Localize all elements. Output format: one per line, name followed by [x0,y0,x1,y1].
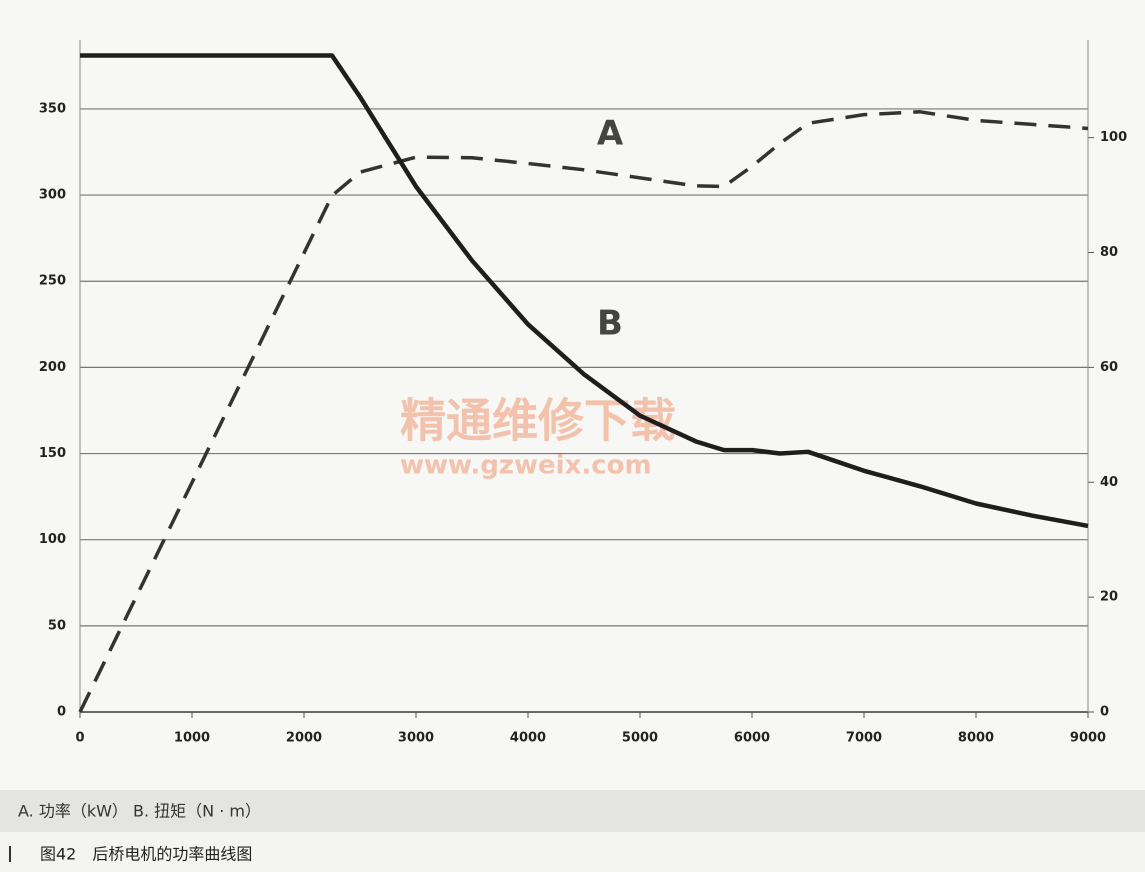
y-tick-label: 250 [39,274,66,289]
series-line [80,53,1089,529]
series-label: A [597,114,624,154]
x-tick-label: 1000 [174,731,210,746]
y-tick-label: 0 [57,705,66,720]
caption: 图42 后桥电机的功率曲线图 [40,845,252,864]
y-tick-label: 50 [48,618,66,633]
y-tick-label: 150 [39,446,66,461]
legend-text: A. 功率（kW） B. 扭矩（N · m） [18,802,261,821]
x-tick-label: 0 [75,731,84,746]
y2-tick-label: 40 [1100,475,1118,490]
x-tick-label: 7000 [846,731,882,746]
x-tick-label: 3000 [398,731,434,746]
y-tick-label: 200 [39,360,66,375]
y2-tick-label: 20 [1100,590,1118,605]
x-tick-label: 5000 [622,731,658,746]
y2-tick-label: 80 [1100,245,1118,260]
plot-background [0,0,1145,790]
y-tick-label: 350 [39,101,66,116]
x-tick-label: 9000 [1070,731,1106,746]
series-line [78,110,1089,713]
series-label: B [597,304,623,344]
y2-tick-label: 0 [1100,705,1109,720]
y2-tick-label: 60 [1100,360,1118,375]
watermark-url: www.gzweix.com [400,451,652,481]
x-tick-label: 6000 [734,731,770,746]
legend-band [0,790,1145,832]
y-tick-label: 100 [39,532,66,547]
x-tick-label: 2000 [286,731,322,746]
y-tick-label: 300 [39,188,66,203]
y2-tick-label: 100 [1100,130,1127,145]
x-tick-label: 4000 [510,731,546,746]
watermark: 精通维修下载 [400,394,676,448]
x-tick-label: 8000 [958,731,994,746]
